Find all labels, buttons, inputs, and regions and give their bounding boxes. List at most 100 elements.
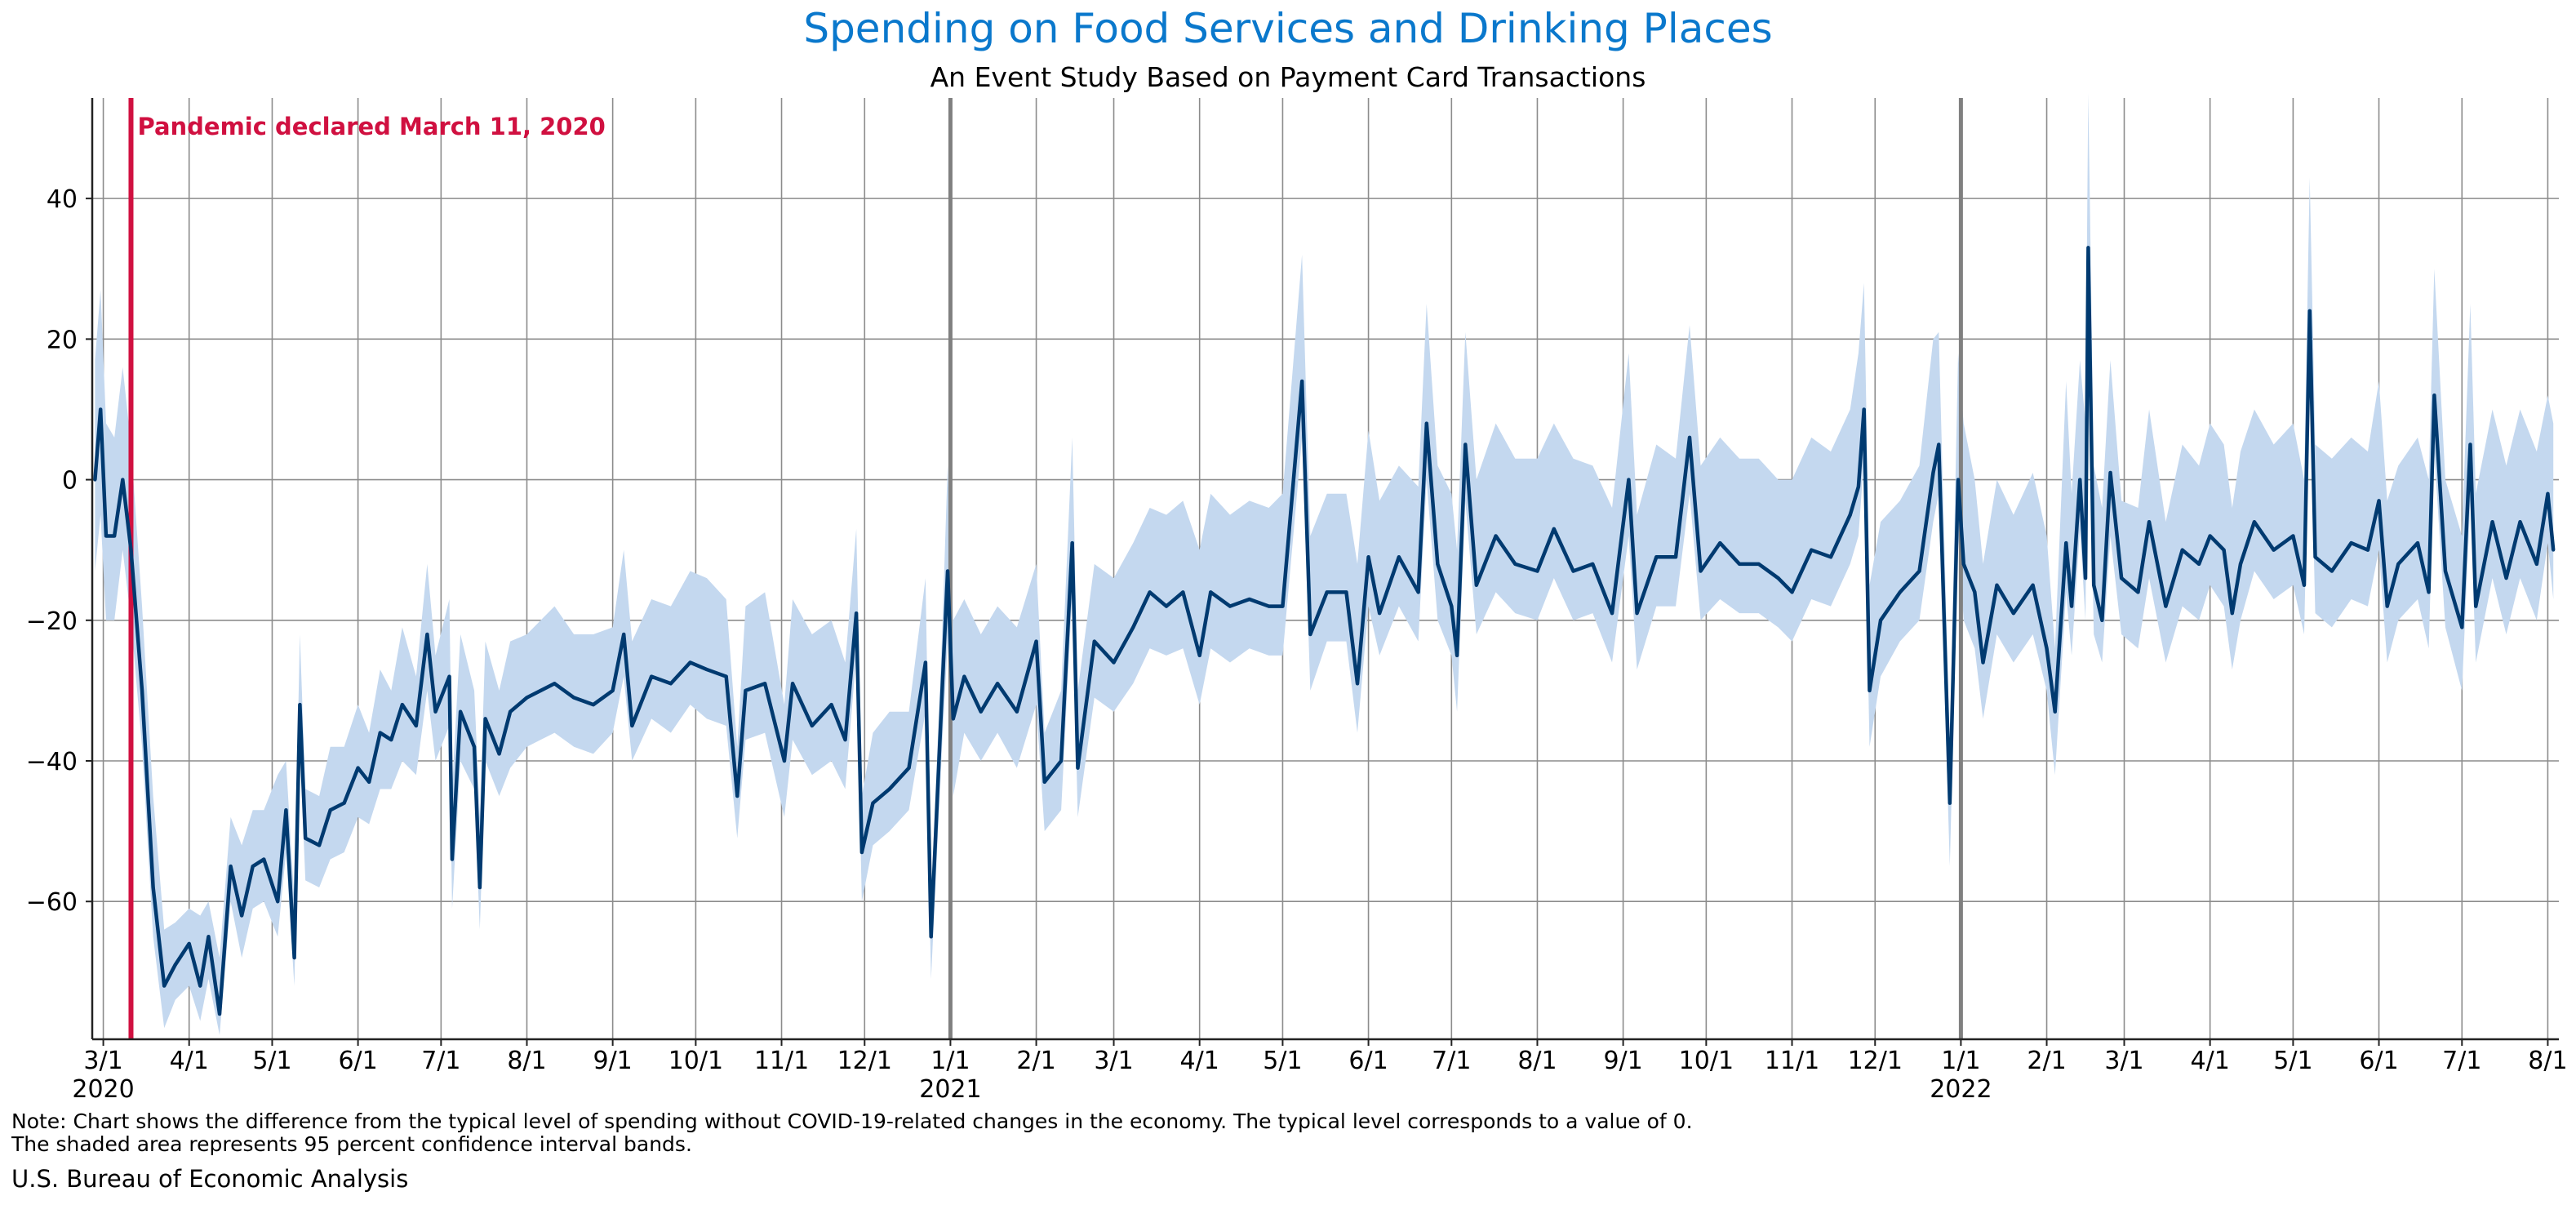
data-point [1059,759,1064,763]
data-point [2031,583,2035,587]
y-tick-label: 0 [62,467,78,496]
data-point [2396,562,2401,566]
data-point [477,886,482,890]
data-point [1981,660,1985,665]
data-point [996,682,1000,686]
y-tick-label: 20 [47,326,78,354]
data-point [688,660,692,665]
data-point [1112,660,1116,665]
data-point [450,857,454,861]
x-tick-label: 2/1 [1016,1047,1055,1075]
data-point [2084,576,2088,580]
data-point [2053,709,2057,714]
series-layer [93,246,2556,1016]
data-point [1699,569,1703,573]
data-point [433,709,437,714]
data-point [1937,442,1941,447]
data-point [1015,709,1019,714]
data-point [1917,569,1921,573]
data-point [810,723,814,727]
data-point [1810,548,1814,552]
data-point [1552,527,1556,531]
data-point [162,984,167,988]
data-point [1995,583,1999,587]
data-point [1424,421,1428,425]
data-point [1366,555,1370,559]
data-point [763,682,767,686]
data-point [951,717,955,721]
data-point [871,801,875,805]
data-point [859,850,864,854]
data-point [1034,639,1038,643]
data-point [2416,541,2420,545]
data-point [1378,611,1382,616]
data-point [553,682,557,686]
data-point [611,688,615,692]
data-point [298,703,302,707]
data-point [2272,548,2276,552]
y-tick-label: −60 [26,888,78,917]
x-tick-label: 8/1 [1517,1047,1557,1075]
x-tick-label: 1/1 [930,1047,970,1075]
data-point [1776,576,1780,580]
chart-title: Spending on Food Services and Drinking P… [803,5,1772,52]
data-point [1848,513,1852,517]
data-point [240,914,244,918]
data-point [2100,618,2104,622]
data-point [356,766,360,770]
data-point [1436,562,1440,566]
data-point [1042,780,1046,784]
data-point [2490,520,2494,524]
data-point [1862,407,1866,411]
data-point [1961,562,1965,566]
data-point [2385,604,2389,608]
x-tick-label: 3/1 [1094,1047,1133,1075]
data-point [829,703,833,707]
data-point [1070,541,1074,545]
data-point [1344,590,1348,594]
data-point [473,745,477,749]
data-point [1455,653,1459,657]
y-tick-labels: 40 20 0 −20 −40 −60 [26,185,92,917]
data-point [1397,555,1401,559]
data-point [525,696,529,700]
data-point [342,801,346,805]
data-point [1092,639,1096,643]
event-label: Pandemic declared March 11, 2020 [137,113,605,140]
data-point [304,836,308,840]
data-point [2078,478,2082,482]
x-tick-label: 7/1 [1432,1047,1471,1075]
data-point [292,956,296,960]
x-tick-year-label: 2022 [1930,1075,1992,1104]
data-point [1674,555,1678,559]
data-point [946,569,950,573]
data-point [2349,541,2353,545]
data-point [724,674,728,678]
data-point [2180,548,2184,552]
x-tick-year-label: 2021 [919,1075,981,1104]
x-tick-label: 10/1 [1679,1047,1734,1075]
data-point [2064,541,2068,545]
data-point [1868,688,1872,692]
data-point [318,843,322,847]
x-tick-label: 12/1 [837,1047,892,1075]
data-point [198,984,202,988]
data-point [2546,491,2550,496]
data-point [2504,576,2508,580]
data-point [1228,604,1232,608]
data-point [979,709,983,714]
data-point [1450,604,1454,608]
data-point [140,688,144,692]
data-point [447,674,451,678]
data-point [929,935,933,939]
data-point [940,688,944,692]
data-point [262,857,266,861]
data-point [1267,604,1271,608]
data-point [1898,590,1902,594]
data-point [276,900,280,904]
data-point [2222,548,2226,552]
data-point [630,723,634,727]
data-point [1148,590,1152,594]
data-point [2045,647,2049,651]
data-point [151,886,155,890]
